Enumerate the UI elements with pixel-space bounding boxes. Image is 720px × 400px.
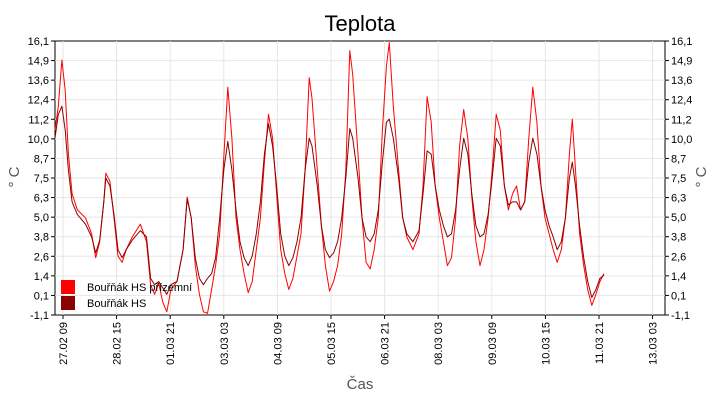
y-axis-label-right: ° C: [693, 166, 710, 187]
y-tick-label-right: 0,1: [671, 290, 686, 302]
y-tick-label-right: -1,1: [671, 310, 690, 322]
x-tick-label: 06.03 21: [380, 322, 392, 365]
y-tick-label-left: 5,0: [34, 212, 49, 224]
x-tick-label: 04.03 09: [272, 322, 284, 365]
y-tick-label-left: 10,0: [28, 134, 49, 146]
series-layer: [54, 42, 605, 314]
x-tick-label: 13.03 03: [648, 322, 660, 365]
y-tick-label-right: 1,4: [671, 271, 686, 283]
y-tick-label-right: 14,9: [671, 56, 692, 68]
x-tick-label: 08.03 03: [433, 322, 445, 365]
y-tick-label-right: 5,0: [671, 212, 686, 224]
y-tick-label-right: 6,3: [671, 193, 686, 205]
y-tick-label-left: 0,1: [34, 290, 49, 302]
x-tick-label: 28.02 15: [112, 322, 124, 365]
y-tick-label-left: 11,2: [28, 114, 49, 126]
y-tick-label-right: 3,8: [671, 232, 686, 244]
y-axis-left: -1,1 0,1 1,4 2,6 3,8 5,0 6,3 7,5 8,7 10,0 11,2 12,4…: [28, 36, 55, 322]
y-tick-label-left: -1,1: [30, 310, 49, 322]
plot-area: [54, 40, 666, 316]
y-axis-label-left: ° C: [6, 166, 23, 187]
y-tick-label-right: 12,4: [671, 95, 692, 107]
y-tick-label-right: 8,7: [671, 153, 686, 165]
y-tick-label-right: 2,6: [671, 251, 686, 263]
x-axis: 27.02 09 28.02 15 01.03 21 03.03 03 04.03 09…: [58, 315, 660, 365]
y-tick-label-left: 8,7: [34, 153, 49, 165]
x-tick-label: 10.03 15: [540, 322, 552, 365]
legend-label: Bouřňák HS: [87, 298, 146, 310]
x-tick-label: 27.02 09: [58, 322, 70, 365]
y-tick-label-left: 12,4: [28, 95, 49, 107]
y-tick-label-right: 10,0: [671, 134, 692, 146]
y-tick-label-right: 13,6: [671, 75, 692, 87]
y-tick-label-left: 13,6: [28, 75, 49, 87]
y-tick-label-left: 7,5: [34, 173, 49, 185]
y-tick-label-left: 1,4: [34, 271, 49, 283]
legend: Bouřňák HS přízemní Bouřňák HS: [61, 280, 192, 310]
series-line-2: [54, 105, 605, 298]
x-tick-label: 03.03 03: [219, 322, 231, 365]
y-tick-label-left: 6,3: [34, 193, 49, 205]
y-tick-label-left: 14,9: [28, 56, 49, 68]
x-axis-label: Čas: [347, 376, 374, 393]
y-tick-label-left: 2,6: [34, 251, 49, 263]
x-tick-label: 01.03 21: [165, 322, 177, 365]
x-tick-label: 09.03 09: [487, 322, 499, 365]
legend-swatch: [61, 280, 75, 294]
y-tick-label-right: 11,2: [671, 114, 692, 126]
y-tick-label-right: 7,5: [671, 173, 686, 185]
x-tick-label: 11.03 21: [594, 322, 606, 364]
y-tick-label-right: 16,1: [671, 36, 692, 48]
x-tick-label: 05.03 15: [326, 322, 338, 365]
y-tick-label-left: 16,1: [28, 36, 49, 48]
chart-title: Teplota: [325, 11, 397, 36]
legend-swatch: [61, 296, 75, 310]
series-line-1: [54, 42, 605, 314]
legend-label: Bouřňák HS přízemní: [87, 282, 192, 294]
y-axis-right: -1,1 0,1 1,4 2,6 3,8 5,0 6,3 7,5 8,7 10,0 11,2 12,4…: [665, 36, 692, 322]
y-tick-label-left: 3,8: [34, 232, 49, 244]
